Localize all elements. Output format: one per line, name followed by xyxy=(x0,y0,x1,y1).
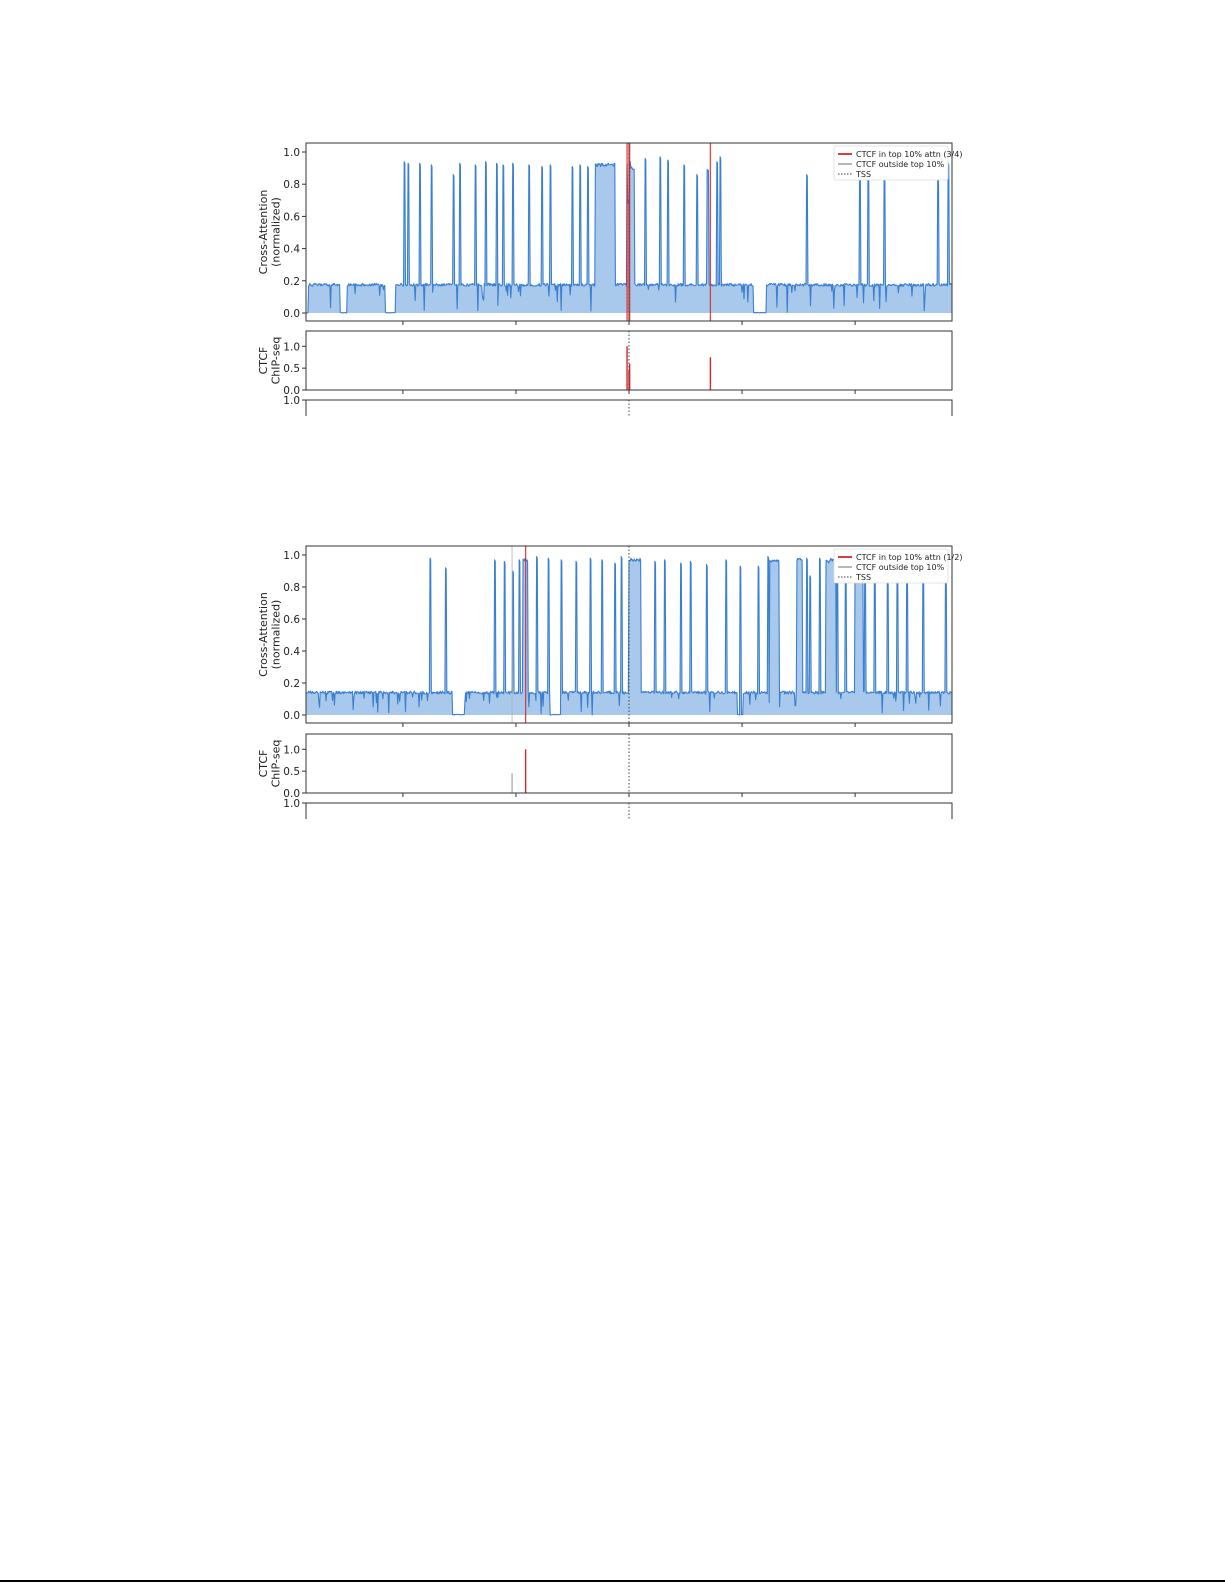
figure-panel-2: 0.0 0.2 0.4 0.6 0.8 1.0 Cross-Attention(normal… xyxy=(257,545,962,819)
chip-ylabel: CTCFChIP-seq xyxy=(257,740,283,788)
chip-ytick-label: 0.0 xyxy=(283,385,300,397)
legend-entry: CTCF in top 10% attn (3/4) xyxy=(856,150,962,159)
attention-ytick-label: 1.0 xyxy=(283,147,300,159)
legend-entry: CTCF outside top 10% xyxy=(856,160,945,169)
third-panel: 1.0 xyxy=(283,395,953,416)
third-ytick-label: 1.0 xyxy=(283,395,300,407)
page-bottom-rule xyxy=(0,1580,1225,1582)
chip-ylabel-line: CTCF xyxy=(257,347,270,375)
legend-entry: CTCF in top 10% attn (1/2) xyxy=(856,553,962,562)
legend-entry: TSS xyxy=(855,573,871,582)
attention-panel: 0.0 0.2 0.4 0.6 0.8 1.0 Cross-Attention(normal… xyxy=(257,545,962,727)
chip-ytick-label: 0.5 xyxy=(283,363,300,375)
attention-ytick-label: 0.2 xyxy=(283,678,300,690)
attention-ytick-label: 0.8 xyxy=(283,179,300,191)
legend-box xyxy=(833,548,949,584)
attention-ytick-label: 0.4 xyxy=(283,646,300,658)
attention-ytick-label: 0.4 xyxy=(283,244,300,256)
attention-ylabel-line: Cross-Attention xyxy=(257,592,270,677)
legend-box xyxy=(833,145,949,181)
third-ytick-label: 1.0 xyxy=(283,798,300,810)
legend-entry: TSS xyxy=(855,170,871,179)
chip-ytick-label: 0.0 xyxy=(283,788,300,800)
chip-ytick-label: 0.5 xyxy=(283,766,300,778)
figure-panel-1: 0.0 0.2 0.4 0.6 0.8 1.0 Cross-Attention(normal… xyxy=(257,142,962,416)
attention-ytick-label: 0.6 xyxy=(283,211,300,223)
attention-ylabel-line: Cross-Attention xyxy=(257,190,270,275)
attention-ylabel: Cross-Attention(normalized) xyxy=(257,592,283,677)
attention-ytick-label: 0.0 xyxy=(283,308,300,320)
third-panel: 1.0 xyxy=(283,798,953,819)
attention-ytick-label: 0.0 xyxy=(283,710,300,722)
chip-ylabel: CTCFChIP-seq xyxy=(257,337,283,385)
attention-ytick-label: 0.2 xyxy=(283,276,300,288)
chip-ytick-label: 1.0 xyxy=(283,341,300,353)
legend: CTCF in top 10% attn (3/4)CTCF outside t… xyxy=(833,145,962,181)
attention-ytick-label: 1.0 xyxy=(283,550,300,562)
chip-ylabel-line: ChIP-seq xyxy=(270,740,283,788)
attention-ylabel-line: (normalized) xyxy=(270,600,283,670)
attention-ytick-label: 0.6 xyxy=(283,614,300,626)
attention-ylabel-line: (normalized) xyxy=(270,197,283,267)
attention-ytick-label: 0.8 xyxy=(283,582,300,594)
chip-ylabel-line: CTCF xyxy=(257,750,270,778)
legend-entry: CTCF outside top 10% xyxy=(856,563,945,572)
legend: CTCF in top 10% attn (1/2)CTCF outside t… xyxy=(833,548,962,584)
attention-panel: 0.0 0.2 0.4 0.6 0.8 1.0 Cross-Attention(normal… xyxy=(257,142,962,325)
attention-ylabel: Cross-Attention(normalized) xyxy=(257,190,283,275)
chip-ylabel-line: ChIP-seq xyxy=(270,337,283,385)
chip-ytick-label: 1.0 xyxy=(283,744,300,756)
